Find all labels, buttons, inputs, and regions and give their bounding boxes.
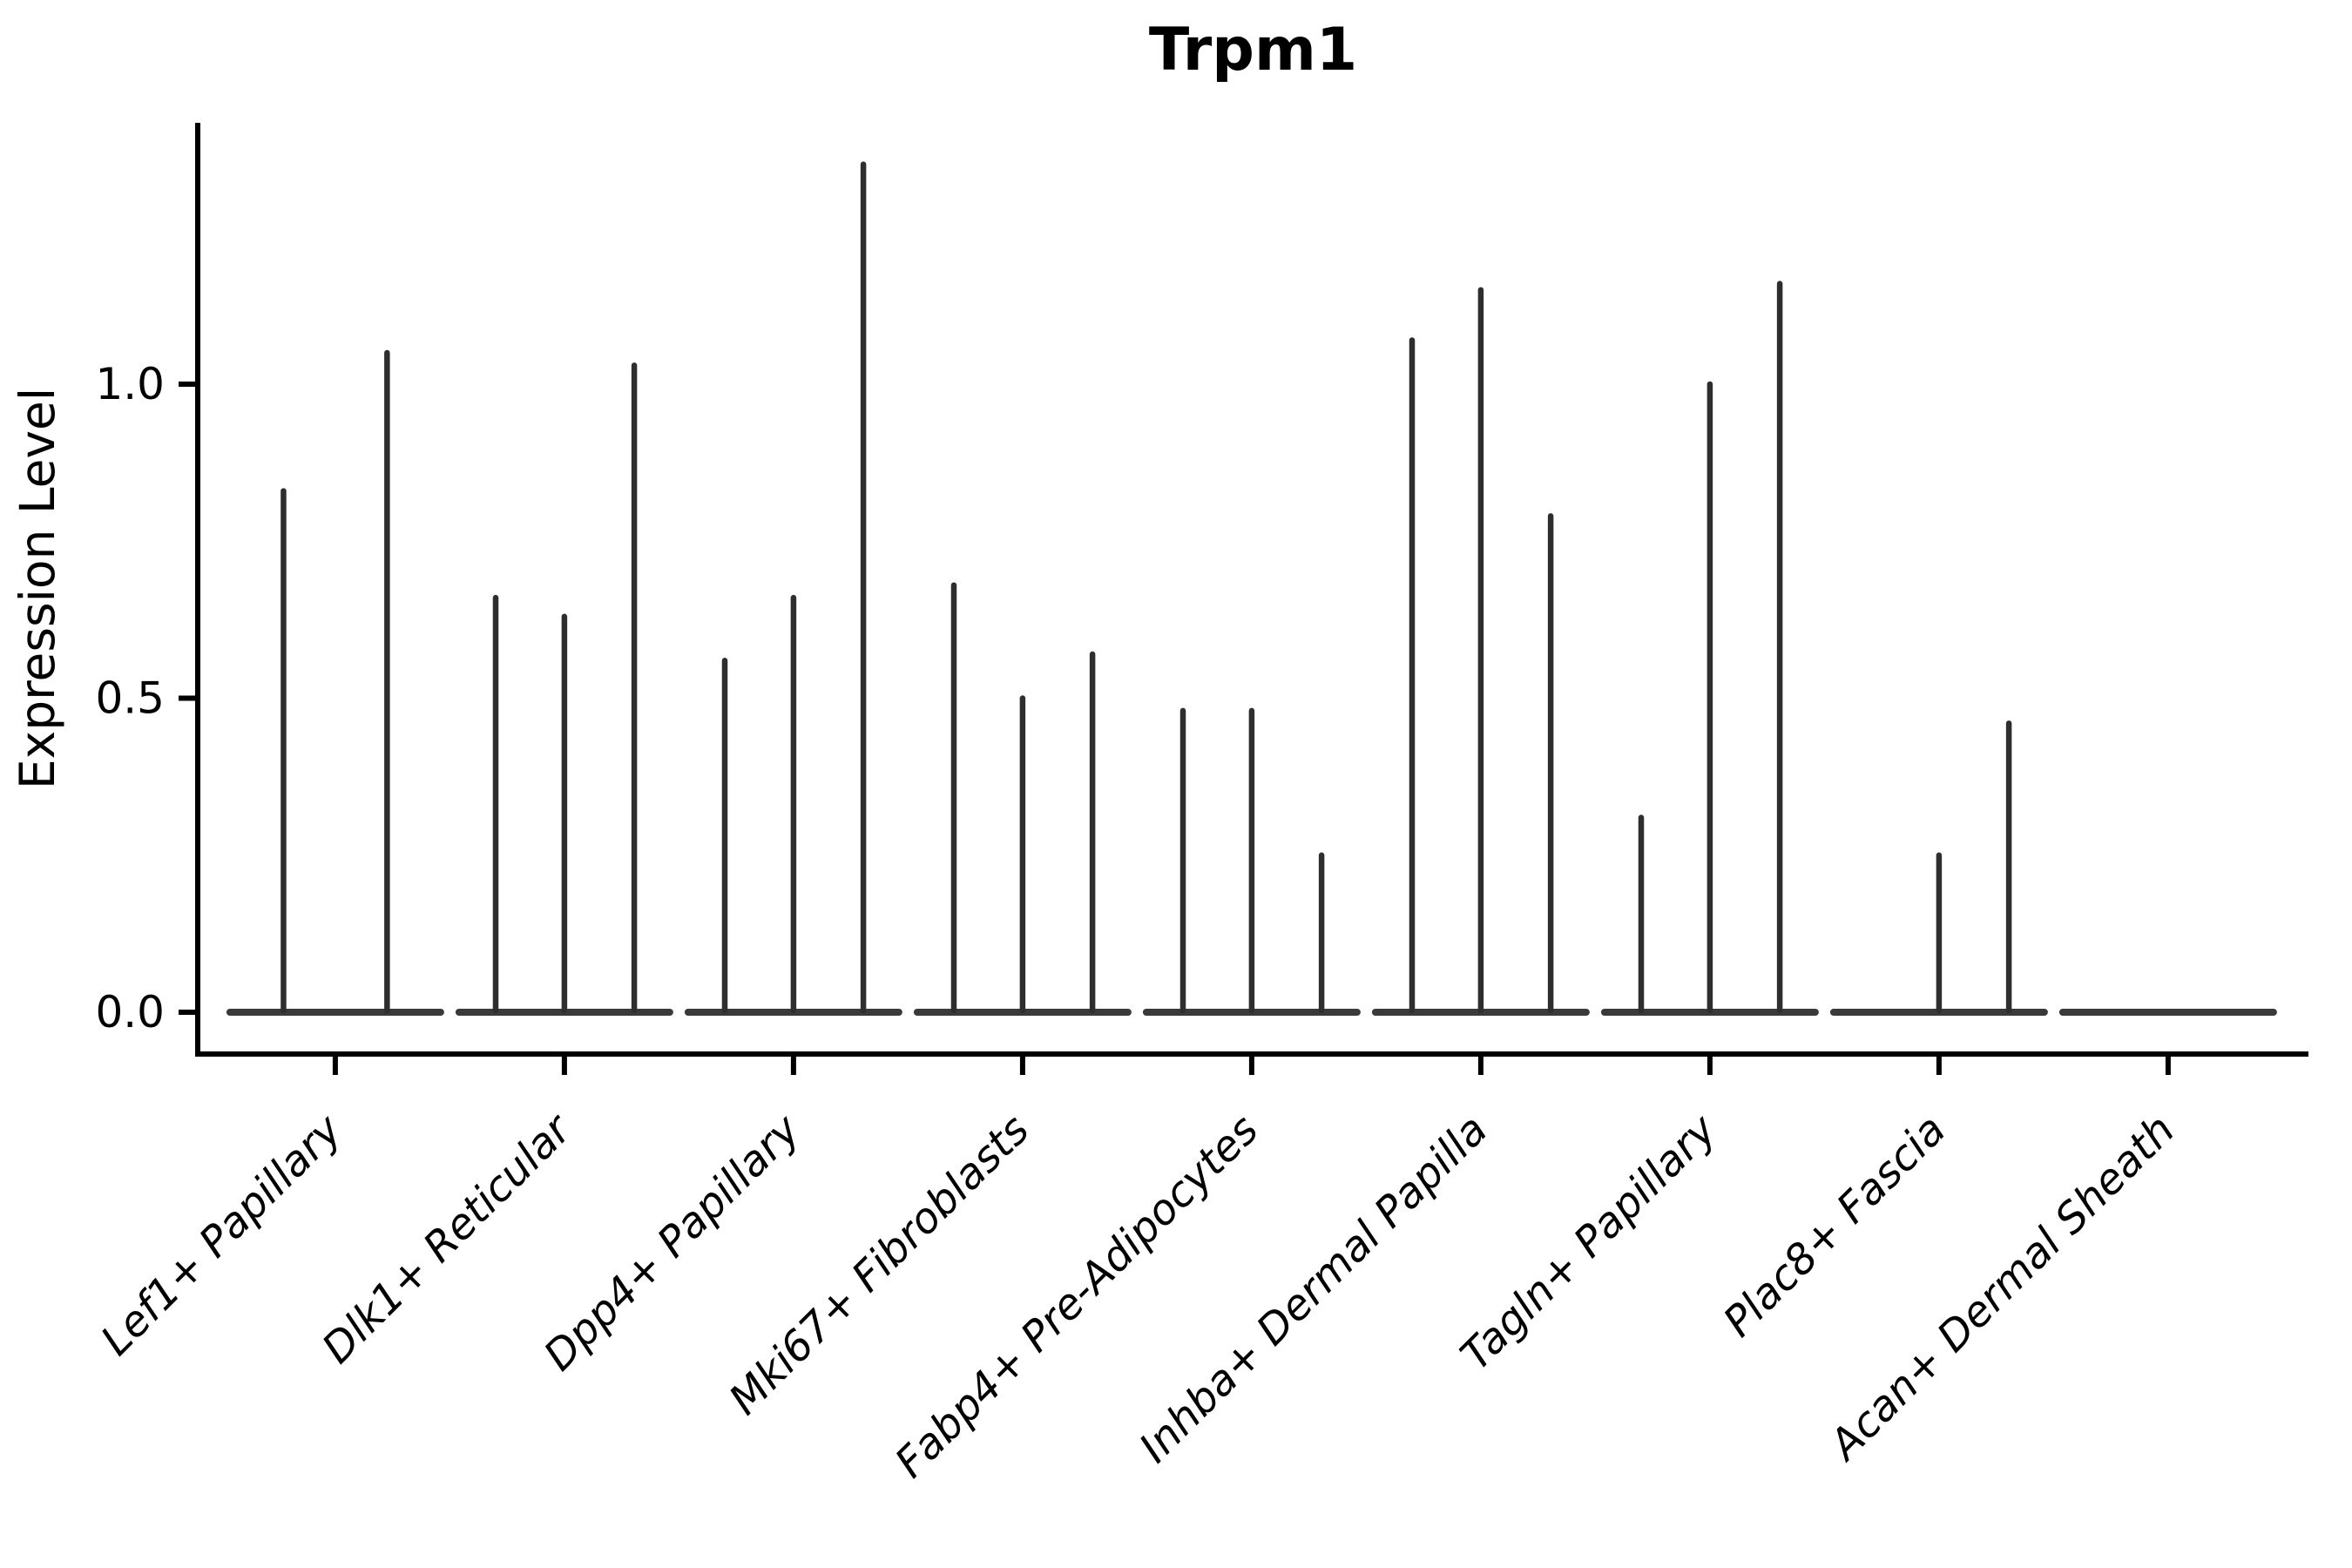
y-axis-label: Expression Level bbox=[10, 388, 65, 789]
y-tick-label: 0.5 bbox=[95, 673, 165, 724]
violins-layer bbox=[226, 161, 2277, 1016]
chart-title: Trpm1 bbox=[1149, 16, 1357, 84]
y-tick-label: 1.0 bbox=[95, 359, 165, 409]
y-tick-label: 0.0 bbox=[95, 987, 165, 1037]
